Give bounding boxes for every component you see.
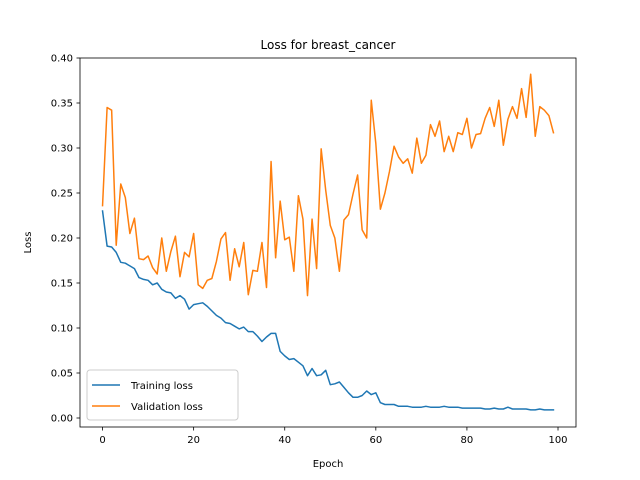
y-tick-label: 0.40 [51,54,73,65]
x-tick-label: 40 [278,435,291,446]
legend: Training loss Validation loss [86,369,239,421]
x-tick-label: 80 [461,435,474,446]
legend-label-training: Training loss [130,381,193,392]
y-tick-label: 0.05 [51,369,73,380]
y-tick-label: 0.30 [51,144,73,155]
series-line-training-loss [101,210,555,411]
plot-frame [79,57,577,428]
y-tick-label: 0.25 [51,189,73,200]
y-axis: 0.00 0.05 0.10 0.15 0.20 0.25 0.30 0.35 0.40 [51,54,80,425]
legend-label-validation: Validation loss [131,402,203,413]
x-axis-label: Epoch [313,459,344,470]
y-tick-label: 0.35 [51,99,73,110]
series-lines [101,73,555,411]
y-axis-label: Loss [23,232,34,254]
x-tick-label: 20 [187,435,200,446]
series-line-validation-loss [101,73,555,297]
x-tick-label: 100 [548,435,567,446]
y-tick-label: 0.20 [51,234,73,245]
y-tick-label: 0.00 [51,414,73,425]
y-tick-label: 0.15 [51,279,73,290]
x-tick-label: 60 [369,435,382,446]
x-axis: 0 20 40 60 80 100 [99,427,568,446]
legend-box [86,369,239,421]
chart-title: Loss for breast_cancer [261,38,396,52]
y-tick-label: 0.10 [51,324,73,335]
x-tick-label: 0 [99,435,105,446]
